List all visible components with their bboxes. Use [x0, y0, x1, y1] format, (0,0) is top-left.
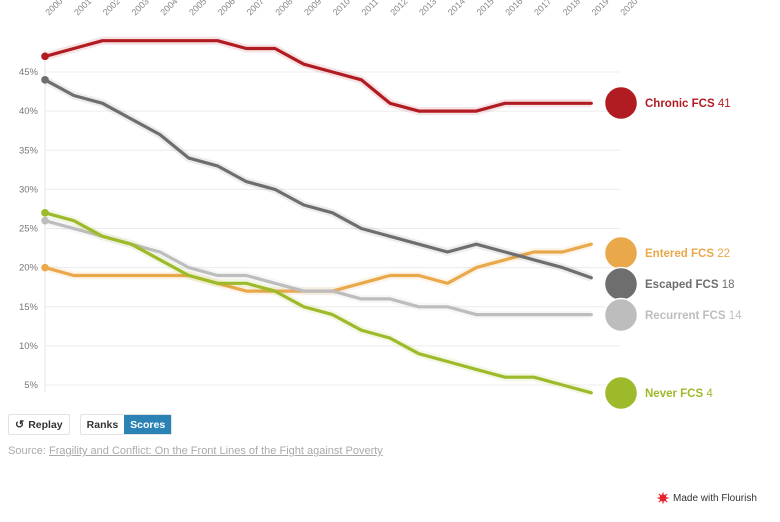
series-start-dot: [41, 76, 49, 84]
end-marker-never-fcs: [603, 375, 639, 410]
end-label-value: 14: [729, 310, 742, 322]
x-tick-label: 2000: [43, 0, 64, 17]
x-tick-label: 2018: [561, 0, 582, 17]
end-marker-chronic-fcs: [603, 85, 639, 121]
y-tick-label: 30%: [19, 184, 39, 195]
end-label-name: Escaped FCS: [645, 279, 722, 291]
flourish-logo-icon: [657, 492, 669, 504]
end-label: Recurrent FCS 14: [645, 310, 742, 322]
end-label: Escaped FCS 18: [645, 279, 735, 291]
view-toggle: Ranks Scores: [79, 414, 173, 435]
x-tick-label: 2016: [503, 0, 524, 17]
end-label: Never FCS 4: [645, 388, 713, 400]
end-marker-entered-fcs: [603, 235, 639, 271]
end-label-value: 4: [706, 388, 713, 400]
x-tick-label: 2017: [532, 0, 553, 17]
x-tick-label: 2020: [618, 0, 639, 17]
chart-controls: ↺ Replay Ranks Scores: [8, 414, 173, 435]
end-label-name: Entered FCS: [645, 248, 717, 260]
replay-icon: ↺: [15, 419, 25, 431]
x-tick-label: 2014: [446, 0, 467, 17]
toggle-scores[interactable]: Scores: [124, 415, 172, 434]
end-label-value: 22: [717, 248, 730, 260]
replay-button[interactable]: ↺ Replay: [8, 414, 70, 435]
source-link[interactable]: Fragility and Conflict: On the Front Lin…: [48, 445, 383, 457]
series-start-dot: [41, 52, 49, 61]
series-start-dot: [41, 263, 49, 272]
y-tick-label: 5%: [24, 380, 38, 391]
end-label-name: Never FCS: [645, 388, 706, 400]
y-tick-label: 25%: [19, 224, 39, 235]
end-marker-recurrent-fcs: [603, 297, 639, 333]
x-tick-label: 2006: [216, 0, 237, 17]
x-tick-label: 2015: [475, 0, 496, 17]
x-tick-label: 2011: [360, 0, 381, 17]
x-tick-label: 2009: [302, 0, 323, 17]
x-tick-label: 2007: [245, 0, 266, 17]
x-tick-label: 2013: [417, 0, 438, 17]
y-tick-label: 45%: [19, 67, 39, 78]
source-prefix: Source:: [8, 445, 49, 457]
end-label-value: 41: [718, 98, 731, 110]
series-line-chronic-fcs: [43, 39, 593, 113]
grid-lines: [44, 50, 620, 392]
x-tick-label: 2002: [101, 0, 122, 17]
x-axis-ticks: 2000 2001 2002 2003 2004 2005 2006 2007 2008 2009…: [43, 0, 639, 17]
end-label: Entered FCS 22: [645, 248, 730, 260]
series-line-never-fcs: [43, 211, 593, 395]
end-marker-escaped-fcs: [603, 266, 639, 302]
series-lines: [41, 36, 593, 397]
series-halo: [43, 208, 593, 397]
source-note: Source: Fragility and Conflict: On the F…: [8, 445, 383, 457]
y-tick-label: 40%: [19, 106, 39, 117]
series-line-escaped-fcs: [43, 78, 593, 280]
replay-label: Replay: [28, 418, 63, 431]
end-label: Chronic FCS 41: [645, 98, 731, 110]
x-tick-label: 2001: [72, 0, 93, 17]
series-start-dot: [41, 216, 49, 225]
flourish-credit[interactable]: Made with Flourish: [657, 492, 757, 504]
series-halo: [43, 76, 593, 282]
y-axis-ticks: 5% 10% 15% 20% 25% 30% 35% 40% 45%: [19, 67, 39, 391]
series-end-markers: Chronic FCS 41 Entered FCS 22 Escaped FCS …: [603, 85, 742, 410]
toggle-ranks[interactable]: Ranks: [86, 418, 119, 431]
line-chart: 2000 2001 2002 2003 2004 2005 2006 2007 2008 2009…: [19, 0, 742, 410]
x-tick-label: 2010: [331, 0, 352, 17]
series-start-dot: [41, 209, 49, 217]
end-label-name: Recurrent FCS: [645, 310, 729, 322]
x-tick-label: 2004: [158, 0, 179, 17]
y-tick-label: 20%: [19, 263, 39, 274]
end-label-name: Chronic FCS: [645, 98, 718, 110]
x-tick-label: 2008: [273, 0, 294, 17]
series-halo: [43, 36, 592, 116]
x-tick-label: 2019: [590, 0, 611, 17]
x-tick-label: 2012: [388, 0, 409, 17]
y-tick-label: 35%: [19, 145, 39, 156]
x-tick-label: 2003: [130, 0, 151, 17]
y-tick-label: 15%: [19, 302, 39, 313]
x-tick-label: 2005: [187, 0, 208, 17]
y-tick-label: 10%: [19, 341, 39, 352]
end-label-value: 18: [722, 279, 735, 291]
flourish-label: Made with Flourish: [673, 492, 757, 504]
